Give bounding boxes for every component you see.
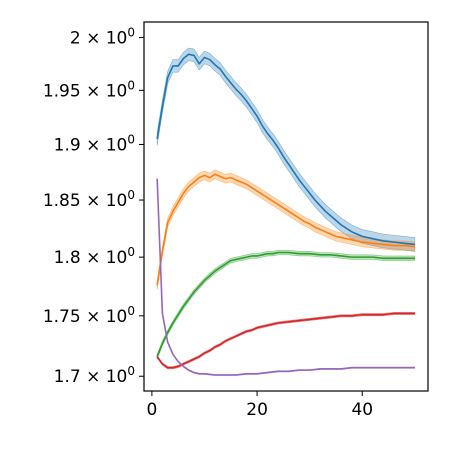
series-1-band [156,47,416,252]
y-tick-label: 1.85 × 100 [43,188,135,211]
x-tick-label: 0 [146,400,157,420]
series-3-line [156,251,415,358]
series-4-line [156,312,415,369]
confidence-bands [156,47,416,376]
y-tick-label: 2 × 100 [70,26,135,49]
series-1-line [156,53,415,246]
y-tick-label: 1.95 × 100 [43,78,135,101]
plot-frame [143,21,429,392]
x-axis: 0 20 40 [146,391,373,420]
series-4-band [156,311,416,370]
y-tick-label: 1.75 × 100 [43,304,135,327]
series-lines [156,53,415,376]
series-3-band [156,249,416,360]
y-tick-label: 1.9 × 100 [54,132,135,155]
series-2-line [156,173,415,286]
y-axis: 1.7 × 100 1.75 × 100 1.8 × 100 1.85 × 100 1.… [43,26,144,387]
series-5-line [156,178,415,376]
y-tick-label: 1.8 × 100 [54,245,135,268]
series-2-band [156,169,416,290]
y-tick-label: 1.7 × 100 [54,364,135,387]
x-tick-label: 20 [246,400,268,420]
x-tick-label: 40 [351,400,373,420]
